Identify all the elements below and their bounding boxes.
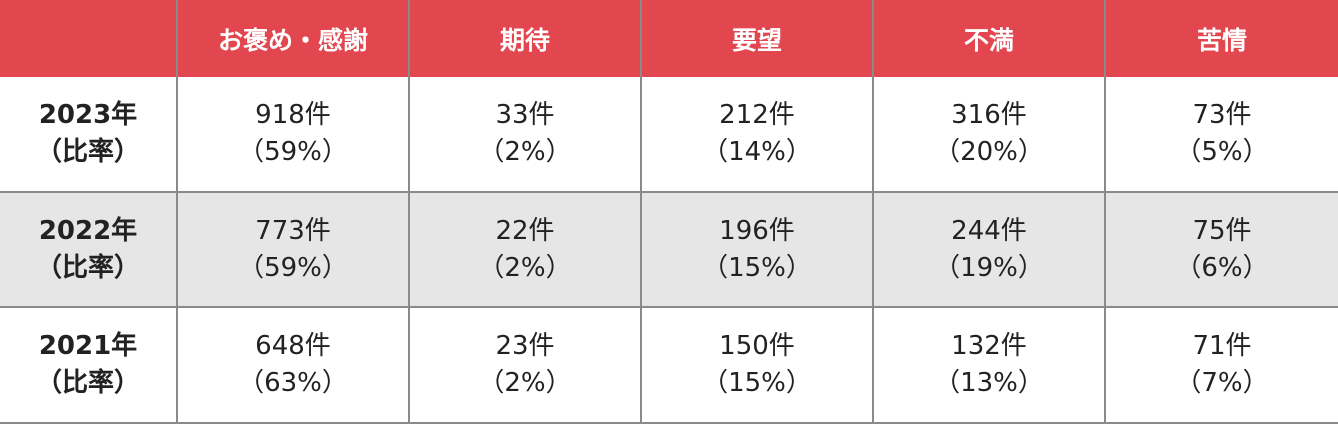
data-cell: 196件 （15%） [640, 192, 873, 308]
count-value: 773件 [255, 215, 331, 246]
table-row-2021: 2021年 （比率） 648件 （63%） 23件 （2%） 150件 （15%… [0, 307, 1338, 424]
header-request: 要望 [640, 0, 873, 77]
ratio-label: （比率） [35, 137, 140, 167]
data-cell: 918件 （59%） [176, 77, 409, 193]
year-label: 2022年 [38, 215, 138, 246]
count-value: 244件 [951, 215, 1027, 246]
percent-value: （2%） [478, 368, 572, 398]
data-cell: 132件 （13%） [872, 307, 1105, 424]
percent-value: （20%） [934, 137, 1044, 167]
count-value: 22件 [495, 215, 555, 246]
data-cell: 73件 （5%） [1104, 77, 1338, 193]
percent-value: （2%） [478, 252, 572, 283]
row-label-cell: 2021年 （比率） [0, 307, 177, 424]
ratio-label: （比率） [35, 368, 140, 398]
count-value: 132件 [951, 331, 1027, 361]
count-value: 196件 [719, 215, 795, 246]
header-corner-cell [0, 0, 177, 77]
table-row-2023: 2023年 （比率） 918件 （59%） 33件 （2%） 212件 （14%… [0, 77, 1338, 193]
data-cell: 244件 （19%） [872, 192, 1105, 308]
count-value: 23件 [495, 331, 555, 361]
count-value: 212件 [719, 100, 795, 130]
count-value: 33件 [495, 100, 555, 130]
data-cell: 648件 （63%） [176, 307, 409, 424]
percent-value: （15%） [702, 368, 812, 398]
percent-value: （14%） [702, 137, 812, 167]
count-value: 71件 [1192, 331, 1252, 361]
count-value: 150件 [719, 331, 795, 361]
year-label: 2021年 [38, 331, 138, 361]
percent-value: （59%） [238, 137, 348, 167]
data-cell: 212件 （14%） [640, 77, 873, 193]
data-cell: 150件 （15%） [640, 307, 873, 424]
percent-value: （19%） [934, 252, 1044, 283]
percent-value: （7%） [1175, 368, 1269, 398]
ratio-label: （比率） [35, 252, 140, 283]
percent-value: （6%） [1175, 252, 1269, 283]
percent-value: （15%） [702, 252, 812, 283]
data-cell: 23件 （2%） [408, 307, 641, 424]
count-value: 918件 [255, 100, 331, 130]
data-cell: 22件 （2%） [408, 192, 641, 308]
data-cell: 316件 （20%） [872, 77, 1105, 193]
row-label-cell: 2023年 （比率） [0, 77, 177, 193]
data-cell: 71件 （7%） [1104, 307, 1338, 424]
header-dissatisfaction: 不満 [872, 0, 1105, 77]
header-praise-thanks: お褒め・感謝 [176, 0, 409, 77]
header-row: お褒め・感謝 期待 要望 不満 苦情 [0, 0, 1338, 77]
data-cell: 33件 （2%） [408, 77, 641, 193]
count-value: 75件 [1192, 215, 1252, 246]
header-expectation: 期待 [408, 0, 641, 77]
header-complaint: 苦情 [1104, 0, 1338, 77]
year-label: 2023年 [38, 100, 138, 130]
count-value: 316件 [951, 100, 1027, 130]
data-cell: 75件 （6%） [1104, 192, 1338, 308]
percent-value: （63%） [238, 368, 348, 398]
data-cell: 773件 （59%） [176, 192, 409, 308]
percent-value: （59%） [238, 252, 348, 283]
count-value: 73件 [1192, 100, 1252, 130]
percent-value: （2%） [478, 137, 572, 167]
percent-value: （13%） [934, 368, 1044, 398]
row-label-cell: 2022年 （比率） [0, 192, 177, 308]
percent-value: （5%） [1175, 137, 1269, 167]
table-row-2022: 2022年 （比率） 773件 （59%） 22件 （2%） 196件 （15%… [0, 192, 1338, 308]
count-value: 648件 [255, 331, 331, 361]
